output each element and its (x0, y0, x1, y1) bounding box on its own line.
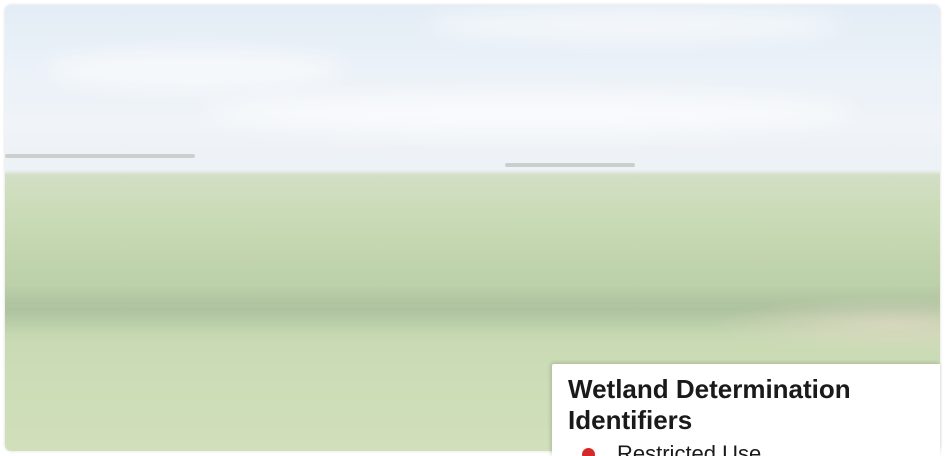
red-dot-icon (582, 447, 595, 456)
treeline (5, 154, 195, 158)
legend-panel: Wetland Determination Identifiers Restri… (552, 364, 940, 456)
legend-item-label: Restricted Use (617, 441, 762, 456)
legend-item-restricted-use: Restricted Use (552, 436, 940, 456)
cloud (425, 10, 845, 40)
legend-title: Wetland Determination Identifiers (568, 374, 851, 435)
treeline (505, 163, 635, 167)
cloud (45, 50, 345, 90)
cloud (205, 90, 855, 135)
dirt-patch (710, 295, 940, 355)
